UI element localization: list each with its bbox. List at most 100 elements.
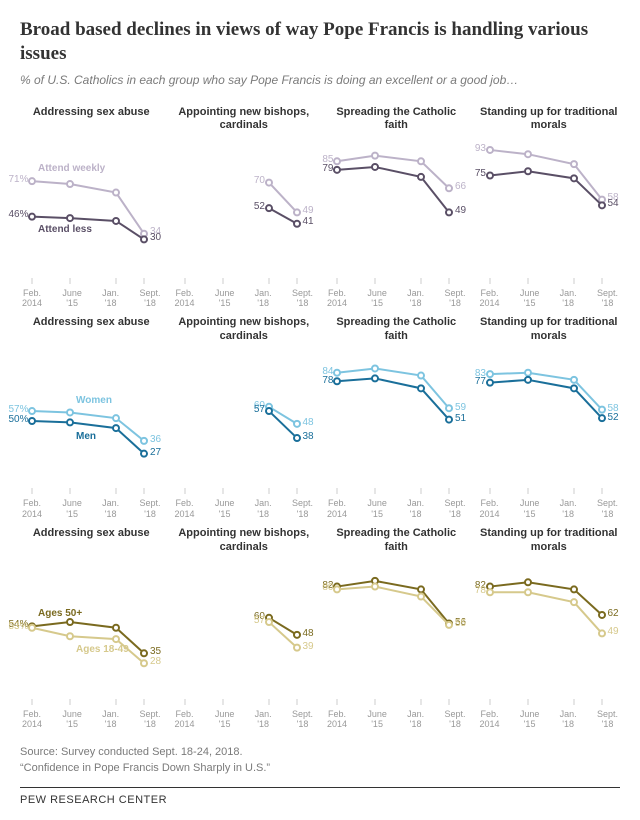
value-label: 52 [608,412,619,423]
chart-area: 82568055 [325,557,468,707]
panel-title: Addressing sex abuse [20,316,163,346]
x-tick-label: June '15 [520,498,540,519]
series-label: Ages 18-49 [76,644,129,655]
x-tick-label: June '15 [520,709,540,730]
series-label: Ages 50+ [38,608,82,619]
x-axis-labels: Feb. 2014June '15Jan. '18Sept. '18 [478,286,621,309]
value-label: 77 [475,376,486,387]
x-tick-label: Feb. 2014 [327,498,347,519]
value-label: 27 [150,447,161,458]
value-label: 41 [303,216,314,227]
x-axis-labels: Feb. 2014June '15Jan. '18Sept. '18 [173,707,316,730]
value-label: 78 [475,585,486,596]
x-tick-label: Feb. 2014 [480,709,500,730]
x-tick-label: Sept. '18 [292,288,313,309]
x-tick-label: Sept. '18 [444,498,465,519]
x-tick-label: Feb. 2014 [175,498,195,519]
x-tick-label: Jan. '18 [407,498,424,519]
x-tick-label: Sept. '18 [597,709,618,730]
x-axis-labels: Feb. 2014 June '15 Jan. '18 Sept. '18 [325,496,468,519]
x-tick-label: Feb. 2014 [480,288,500,309]
x-tick-label: Feb. 2014 [22,288,42,309]
x-tick-label: Sept. '18 [444,288,465,309]
chart-panel: Addressing sex abuse57%36Women50%27MenFe… [20,316,163,519]
x-tick-label: Jan. '18 [407,288,424,309]
value-label: 55 [455,618,466,629]
chart-panel: Spreading the Catholic faith84597851Feb.… [325,316,468,519]
chart-area: 82627849 [478,557,621,707]
value-label: 71% [8,174,28,185]
x-tick-label: June '15 [367,288,387,309]
footer-notes: Source: Survey conducted Sept. 18-24, 20… [20,744,620,788]
x-tick-label: Jan. '18 [560,288,577,309]
x-axis-labels: Feb. 2014June '15Jan. '18Sept. '18 [173,496,316,519]
x-tick-label: June '15 [62,498,82,519]
x-tick-label: Jan. '18 [255,288,272,309]
series-label: Attend weekly [38,163,105,174]
x-tick-label: Sept. '18 [292,498,313,519]
value-label: 36 [150,434,161,445]
value-label: 51 [455,413,466,424]
x-tick-label: Sept. '18 [444,709,465,730]
x-tick-label: Sept. '18 [292,709,313,730]
x-tick-label: June '15 [367,498,387,519]
series-label: Women [76,395,112,406]
panel-title: Spreading the Catholic faith [325,106,468,136]
x-tick-label: Jan. '18 [560,498,577,519]
panel-title: Addressing sex abuse [20,527,163,557]
value-label: 28 [150,656,161,667]
value-label: 49 [303,205,314,216]
x-tick-label: June '15 [62,288,82,309]
x-tick-label: Feb. 2014 [327,288,347,309]
value-label: 54 [608,198,619,209]
chart-panel: Standing up for traditional morals826278… [478,527,621,730]
x-tick-label: Jan. '18 [560,709,577,730]
chart-area: 83587752 [478,346,621,496]
chart-panel: Standing up for traditional morals835877… [478,316,621,519]
chart-area: 60485739 [173,557,316,707]
source-line: Source: Survey conducted Sept. 18-24, 20… [20,744,620,761]
x-tick-label: Jan. '18 [102,709,119,730]
x-tick-label: Jan. '18 [255,498,272,519]
x-tick-label: June '15 [215,288,235,309]
x-tick-label: Sept. '18 [597,288,618,309]
value-label: 57 [254,615,265,626]
x-axis-labels: Feb. 2014June '15Jan. '18Sept. '18 [20,707,163,730]
x-tick-label: Feb. 2014 [22,498,42,519]
value-label: 48 [303,417,314,428]
chart-panel: Standing up for traditional morals935875… [478,106,621,309]
value-label: 93 [475,143,486,154]
value-label: 53% [8,621,28,632]
chart-panel: Appointing new bishops, cardinals6048573… [173,527,316,730]
value-label: 46% [8,209,28,220]
value-label: 70 [254,175,265,186]
x-tick-label: Feb. 2014 [327,709,347,730]
panel-title: Standing up for traditional morals [478,316,621,346]
x-tick-label: Jan. '18 [102,288,119,309]
chart-panel: Addressing sex abuse54%35Ages 50+53%28Ag… [20,527,163,730]
chart-panel: Appointing new bishops, cardinals7049524… [173,106,316,309]
value-label: 38 [303,431,314,442]
value-label: 75 [475,168,486,179]
chart-area: 70495241 [173,136,316,286]
panel-title: Spreading the Catholic faith [325,316,468,346]
value-label: 80 [322,582,333,593]
chart-grid: Addressing sex abuse71%34Attend weekly46… [20,106,620,730]
x-axis-labels: Feb. 2014June '15Jan. '18Sept. '18 [20,496,163,519]
panel-title: Appointing new bishops, cardinals [173,527,316,557]
x-tick-label: Jan. '18 [255,709,272,730]
chart-area: 71%34Attend weekly46%30Attend less [20,136,163,286]
panel-title: Appointing new bishops, cardinals [173,316,316,346]
chart-area: 85667949 [325,136,468,286]
x-tick-label: June '15 [215,709,235,730]
chart-area: 54%35Ages 50+53%28Ages 18-49 [20,557,163,707]
panel-title: Addressing sex abuse [20,106,163,136]
report-line: “Confidence in Pope Francis Down Sharply… [20,760,620,777]
x-tick-label: Feb. 2014 [175,288,195,309]
page-title: Broad based declines in views of way Pop… [20,18,620,66]
value-label: 62 [608,608,619,619]
x-tick-label: Feb. 2014 [22,709,42,730]
chart-area: 57%36Women50%27Men [20,346,163,496]
panel-title: Appointing new bishops, cardinals [173,106,316,136]
panel-title: Standing up for traditional morals [478,106,621,136]
